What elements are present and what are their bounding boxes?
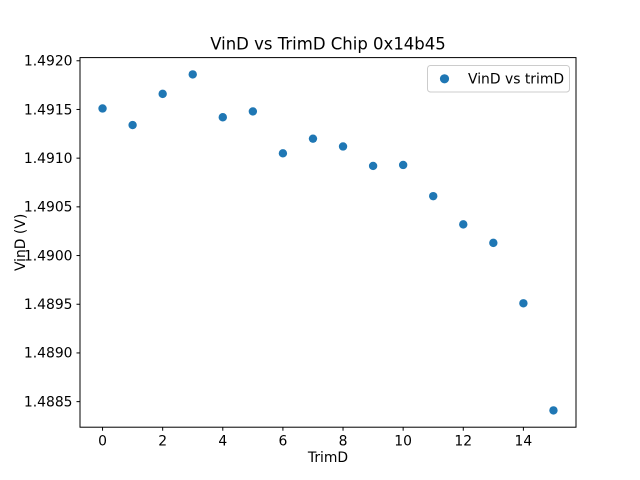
data-point [549, 406, 558, 415]
scatter-points [98, 70, 558, 415]
y-tick-label: 1.4920 [24, 54, 73, 70]
data-point [429, 191, 438, 201]
x-tick-label: 0 [98, 434, 107, 450]
data-point [218, 113, 227, 122]
data-point [459, 220, 468, 229]
y-tick-label: 1.4895 [24, 297, 73, 313]
data-point [398, 160, 408, 170]
y-tick-label: 1.4915 [24, 102, 73, 118]
data-point [308, 134, 318, 143]
data-point [489, 238, 498, 248]
data-point [188, 70, 197, 79]
legend-box [427, 65, 570, 93]
data-point [278, 149, 288, 158]
x-tick-label: 10 [394, 434, 412, 450]
y-tick-label: 1.4905 [24, 200, 73, 216]
x-tick-label: 4 [218, 434, 227, 450]
data-point [368, 161, 378, 171]
plot-frame [79, 57, 577, 428]
x-axis-label: TrimD [307, 450, 348, 466]
x-tick-label: 2 [158, 434, 167, 450]
legend-entry-label: VinD vs trimD [468, 72, 564, 88]
data-point [128, 120, 137, 130]
x-tick-label: 6 [278, 434, 287, 450]
y-tick-label: 1.4885 [24, 394, 73, 410]
legend-marker-icon [439, 74, 450, 84]
x-tick-label: 12 [454, 434, 472, 450]
y-tick-label: 1.4910 [24, 151, 73, 167]
legend: VinD vs trimD [427, 65, 570, 93]
data-point [98, 104, 107, 113]
x-axis-ticks: 0 2 4 6 8 10 12 14 [98, 427, 533, 450]
x-tick-label: 14 [515, 434, 533, 450]
chart-title: VinD vs TrimD Chip 0x14b45 [210, 35, 446, 54]
y-tick-label: 1.4900 [24, 248, 73, 264]
y-axis-label: VinD (V) [13, 214, 29, 271]
data-point [519, 299, 528, 308]
data-point [338, 142, 348, 151]
data-point [158, 89, 167, 99]
y-tick-label: 1.4890 [24, 346, 73, 362]
y-axis-ticks: 1.4885 1.4890 1.4895 1.4900 1.4905 1.4910 1.49… [24, 54, 80, 410]
data-point [248, 107, 258, 116]
x-tick-label: 8 [339, 434, 348, 450]
